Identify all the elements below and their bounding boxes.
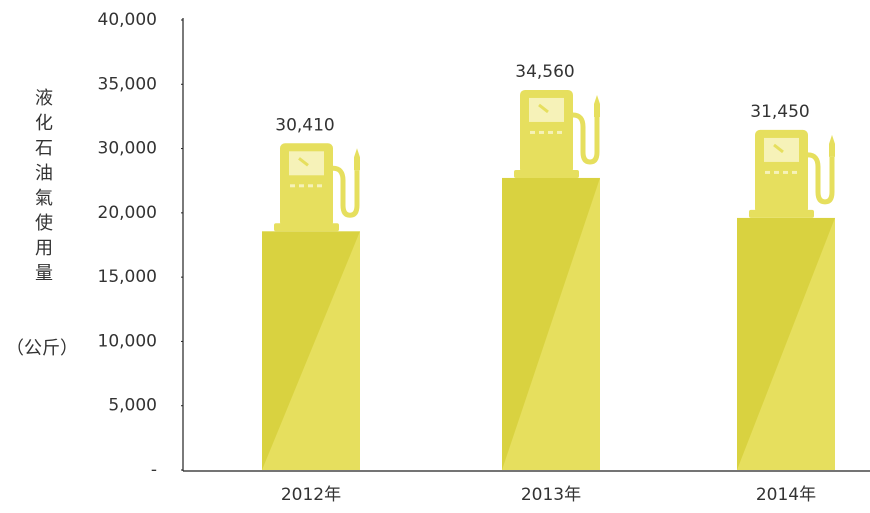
bar-highlight [737, 217, 835, 470]
data-label: 30,410 [275, 115, 334, 135]
pump-icon [274, 143, 360, 232]
pump-dot [530, 130, 535, 134]
pump-dot [539, 130, 544, 134]
x-tick-label: 2014年 [756, 485, 816, 505]
pump-nozzle [594, 94, 600, 117]
pump-dot [548, 130, 553, 134]
pump-dot [765, 170, 770, 174]
pump-base [514, 169, 579, 178]
y-axis-unit: （公斤） [6, 338, 78, 359]
pump-needle [538, 103, 549, 114]
pump-icon [749, 129, 835, 218]
pump-dot [317, 184, 322, 188]
pump-dot [557, 130, 562, 134]
pump-dot [792, 170, 797, 174]
y-tick-label: - [151, 460, 157, 480]
pump-needle [298, 157, 309, 167]
pump-base [749, 209, 814, 218]
data-label: 31,450 [750, 102, 809, 122]
x-tick-label: 2012年 [281, 485, 341, 505]
y-tick-label: 40,000 [98, 10, 157, 30]
pump-dot [299, 184, 304, 188]
pump-hose [807, 152, 835, 205]
pump-hose [332, 165, 360, 218]
pump-hose [572, 112, 600, 165]
data-label: 34,560 [515, 62, 574, 82]
y-tick-label: 10,000 [98, 331, 157, 351]
pump-base [274, 223, 339, 232]
y-tick-label: 20,000 [98, 203, 157, 223]
y-tick-label: 5,000 [108, 396, 157, 416]
y-tick-label: 15,000 [98, 267, 157, 287]
y-tick-label: 30,000 [98, 139, 157, 159]
y-axis-label: 液化石油氣使用量 [32, 88, 53, 288]
pump-needle [773, 143, 784, 154]
x-tick-label: 2013年 [521, 485, 581, 505]
pump-dot [783, 170, 788, 174]
y-tick-label: 35,000 [98, 74, 157, 94]
pump-nozzle [354, 148, 360, 171]
bar-highlight [262, 231, 360, 470]
pump-dot [308, 184, 313, 188]
pump-icon [514, 89, 600, 178]
pump-dot [774, 170, 779, 174]
bar-highlight [502, 177, 600, 470]
pump-nozzle [829, 134, 835, 157]
pump-dot [290, 184, 295, 188]
